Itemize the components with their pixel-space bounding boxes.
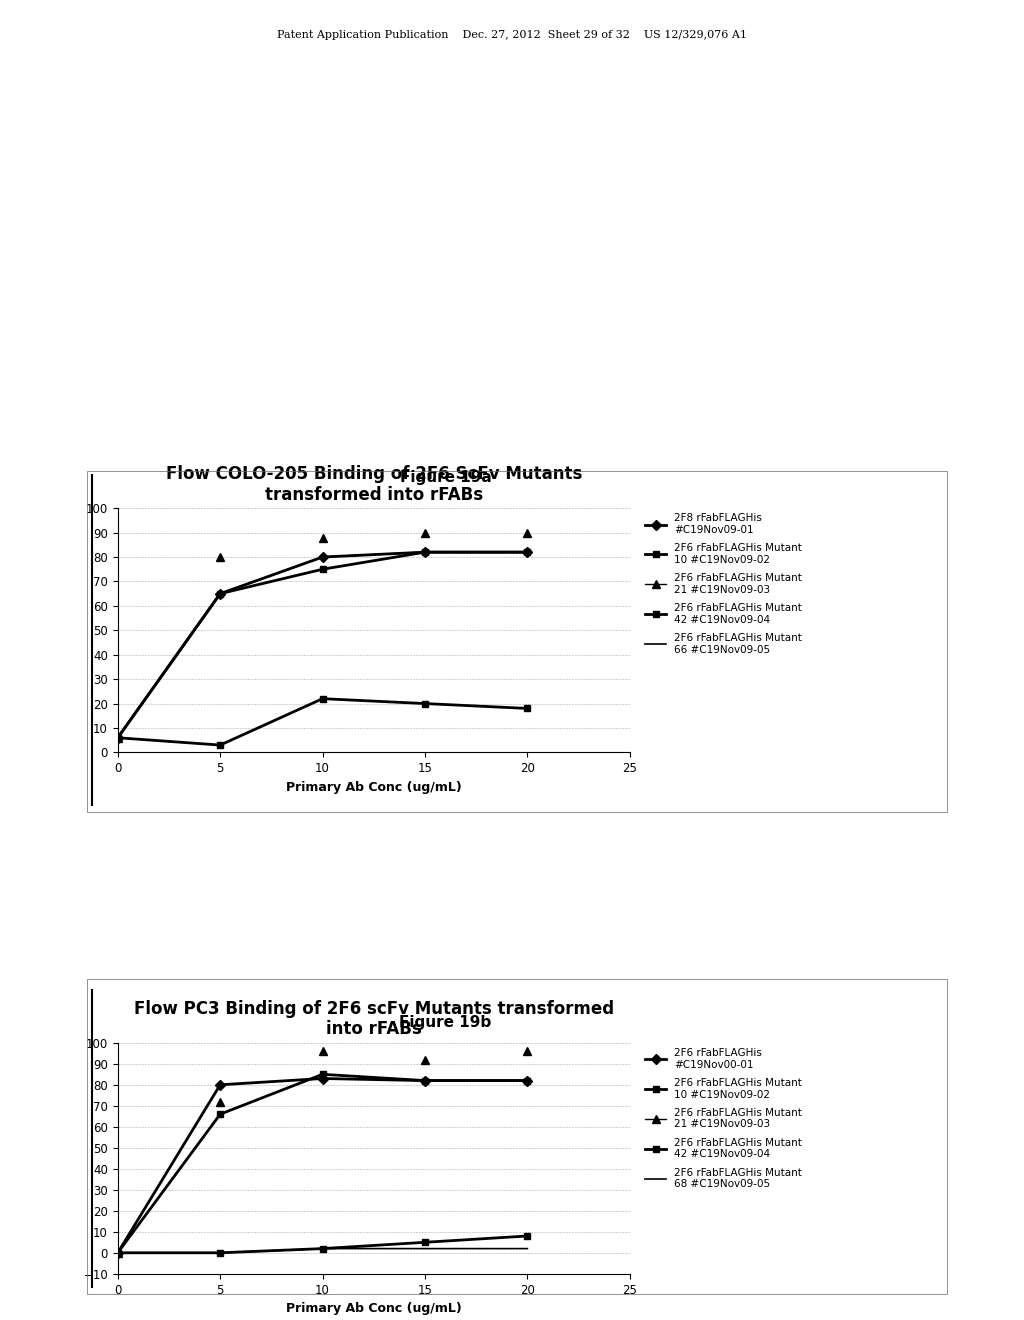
Text: Patent Application Publication    Dec. 27, 2012  Sheet 29 of 32    US 12/329,076: Patent Application Publication Dec. 27, … (278, 30, 746, 41)
Legend: 2F8 rFabFLAGHis
#C19Nov09-01, 2F6 rFabFLAGHis Mutant
10 #C19Nov09-02, 2F6 rFabFL: 2F8 rFabFLAGHis #C19Nov09-01, 2F6 rFabFL… (645, 513, 802, 655)
Title: Flow PC3 Binding of 2F6 scFv Mutants transformed
into rFABs: Flow PC3 Binding of 2F6 scFv Mutants tra… (134, 999, 613, 1039)
Legend: 2F6 rFabFLAGHis
#C19Nov00-01, 2F6 rFabFLAGHis Mutant
10 #C19Nov09-02, 2F6 rFabFL: 2F6 rFabFLAGHis #C19Nov00-01, 2F6 rFabFL… (645, 1048, 802, 1189)
X-axis label: Primary Ab Conc (ug/mL): Primary Ab Conc (ug/mL) (286, 780, 462, 793)
Text: Figure 19b: Figure 19b (399, 1015, 492, 1031)
Text: Figure 19a: Figure 19a (399, 470, 492, 486)
X-axis label: Primary Ab Conc (ug/mL): Primary Ab Conc (ug/mL) (286, 1302, 462, 1315)
Title: Flow COLO-205 Binding of 2F6 ScFv Mutants
transformed into rFABs: Flow COLO-205 Binding of 2F6 ScFv Mutant… (166, 465, 582, 504)
